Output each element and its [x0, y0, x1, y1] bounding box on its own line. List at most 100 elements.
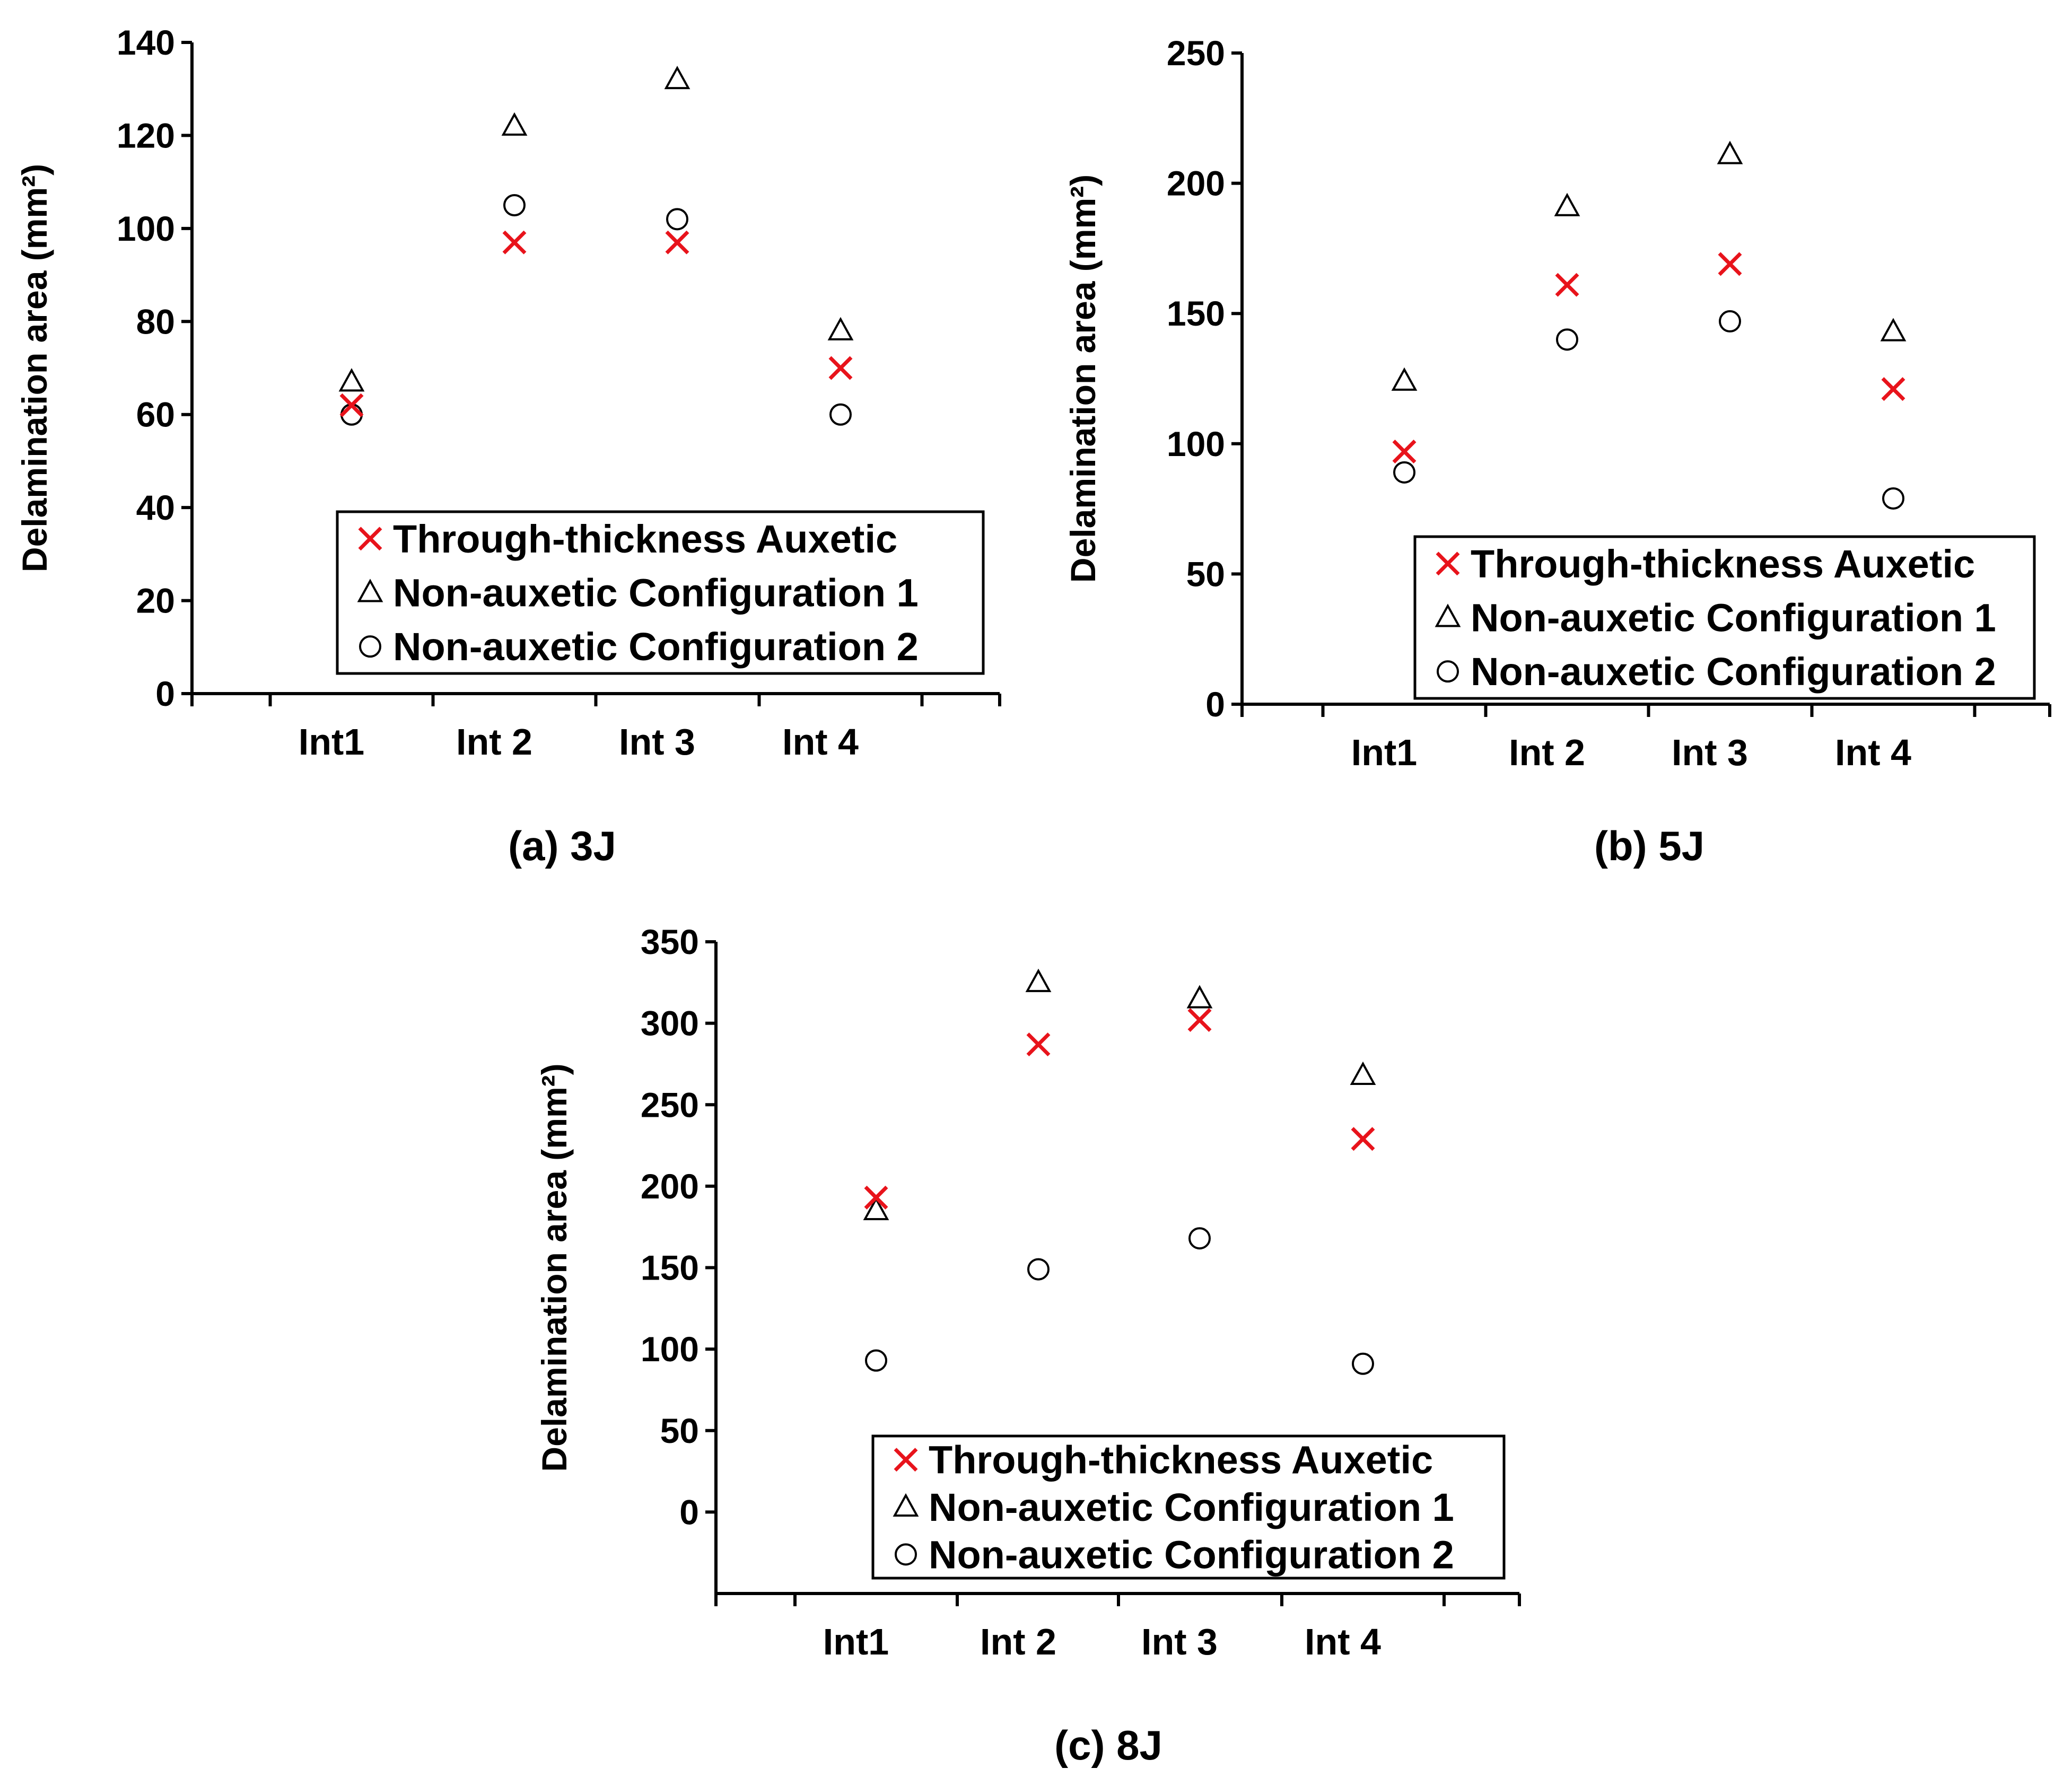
- data-point-triangle: [1391, 367, 1418, 391]
- y-tick-label: 50: [660, 1411, 699, 1450]
- y-axis-label: Delamination area (mm²): [1063, 174, 1103, 583]
- chart-caption: (b) 5J: [1594, 822, 1704, 869]
- legend-marker-triangle: [357, 579, 383, 602]
- y-tick-label: 120: [117, 116, 175, 155]
- y-tick-label: 50: [1186, 554, 1225, 593]
- legend-label: Non-auxetic Configuration 2: [393, 625, 919, 669]
- legend-marker-x: [358, 527, 382, 551]
- data-point-circle: [666, 208, 688, 231]
- data-point-triangle: [863, 1196, 889, 1220]
- data-point-triangle: [1717, 141, 1743, 164]
- legend-box: [336, 510, 985, 675]
- data-point-x: [1881, 377, 1905, 401]
- x-tick-label: Int 2: [1509, 732, 1585, 773]
- data-point-x: [864, 1185, 888, 1210]
- x-tick-label: Int1: [299, 721, 364, 763]
- y-tick-label: 60: [136, 395, 175, 434]
- data-point-circle: [1027, 1258, 1050, 1281]
- data-point-x: [1351, 1127, 1375, 1151]
- legend-label: Non-auxetic Configuration 2: [1471, 650, 1996, 694]
- data-point-triangle: [338, 368, 365, 392]
- data-point-circle: [1352, 1352, 1374, 1375]
- legend-marker-x: [894, 1448, 918, 1472]
- data-point-circle: [1188, 1227, 1211, 1250]
- data-point-triangle: [1350, 1061, 1376, 1085]
- x-tick-label: Int1: [823, 1621, 889, 1662]
- y-axis-label: Delamination area (mm²): [535, 1063, 574, 1472]
- legend-label: Non-auxetic Configuration 2: [929, 1533, 1454, 1577]
- x-tick-label: Int 4: [1305, 1621, 1381, 1662]
- legend-label: Through-thickness Auxetic: [1471, 542, 1975, 586]
- data-point-circle: [1393, 461, 1415, 484]
- legend-marker-x: [1436, 551, 1460, 576]
- data-point-x: [339, 393, 364, 417]
- data-point-x: [1718, 252, 1742, 276]
- x-tick-label: Int 4: [782, 721, 859, 763]
- legend-label: Non-auxetic Configuration 1: [1471, 596, 1996, 640]
- data-point-x: [502, 230, 527, 255]
- chart-caption: (a) 3J: [508, 822, 616, 869]
- legend-label: Non-auxetic Configuration 1: [393, 571, 919, 615]
- data-point-circle: [865, 1349, 887, 1372]
- legend: Through-thickness Auxetic Non-auxetic Con…: [336, 510, 985, 675]
- x-tick-label: Int 2: [980, 1621, 1056, 1662]
- data-point-triangle: [1554, 192, 1580, 216]
- legend-marker-triangle: [893, 1493, 919, 1517]
- y-tick-label: 80: [136, 302, 175, 341]
- y-tick-label: 250: [1167, 33, 1225, 73]
- x-tick-label: Int 3: [1672, 732, 1748, 773]
- data-point-x: [665, 230, 689, 255]
- y-tick-label: 350: [641, 922, 699, 961]
- y-tick-label: 100: [117, 209, 175, 248]
- chart-panel-0: 0 20 40 60 80 100 120 140 Int1 Int 2 Int 3 Int 4 Del…: [15, 23, 1001, 869]
- chart-caption: (c) 8J: [1054, 1722, 1162, 1769]
- y-axis-label: Delamination area (mm²): [15, 164, 54, 572]
- legend-marker-triangle: [1435, 603, 1461, 627]
- legend-label: Non-auxetic Configuration 1: [929, 1485, 1454, 1529]
- data-point-triangle: [501, 112, 528, 136]
- legend-label: Through-thickness Auxetic: [393, 517, 897, 561]
- chart-panel-1: 0 50 100 150 200 250 Int1 Int 2 Int 3 Int 4 Delami…: [1063, 33, 2051, 869]
- y-tick-label: 0: [1205, 685, 1225, 724]
- y-tick-label: 100: [641, 1329, 699, 1369]
- y-tick-label: 150: [1167, 294, 1225, 333]
- chart-panel-2: 0 50 100 150 200 250 300 350 Int1 Int 2 Int 3 Int 4…: [535, 922, 1521, 1769]
- data-point-circle: [1882, 487, 1904, 510]
- y-tick-label: 20: [136, 581, 175, 620]
- data-point-triangle: [664, 66, 690, 90]
- x-tick-label: Int 3: [619, 721, 695, 763]
- y-tick-label: 200: [641, 1167, 699, 1206]
- legend-marker-circle: [359, 635, 381, 658]
- y-tick-label: 300: [641, 1004, 699, 1043]
- data-point-triangle: [1025, 968, 1052, 992]
- y-tick-label: 40: [136, 488, 175, 527]
- y-tick-label: 100: [1167, 424, 1225, 463]
- data-point-x: [1187, 1008, 1212, 1032]
- legend-box: [1413, 535, 2036, 700]
- data-point-circle: [1719, 310, 1741, 332]
- data-point-circle: [829, 403, 852, 426]
- x-tick-label: Int 2: [456, 721, 532, 763]
- y-tick-label: 0: [679, 1492, 699, 1531]
- y-tick-label: 140: [117, 23, 175, 62]
- data-point-triangle: [1880, 318, 1907, 342]
- data-point-triangle: [1186, 985, 1213, 1009]
- legend-box: [871, 1434, 1506, 1580]
- data-point-circle: [1556, 328, 1578, 351]
- y-tick-label: 150: [641, 1248, 699, 1288]
- x-tick-label: Int1: [1351, 732, 1417, 773]
- data-point-x: [1555, 273, 1579, 297]
- data-point-x: [828, 356, 853, 380]
- x-tick-label: Int 4: [1835, 732, 1911, 773]
- y-tick-label: 250: [641, 1085, 699, 1124]
- data-point-triangle: [827, 317, 854, 340]
- legend-label: Through-thickness Auxetic: [929, 1438, 1433, 1482]
- y-tick-label: 0: [155, 674, 175, 713]
- data-point-x: [1392, 440, 1417, 464]
- data-point-x: [1026, 1032, 1051, 1057]
- x-tick-label: Int 3: [1141, 1621, 1218, 1662]
- y-tick-label: 200: [1167, 164, 1225, 203]
- data-point-circle: [503, 194, 526, 216]
